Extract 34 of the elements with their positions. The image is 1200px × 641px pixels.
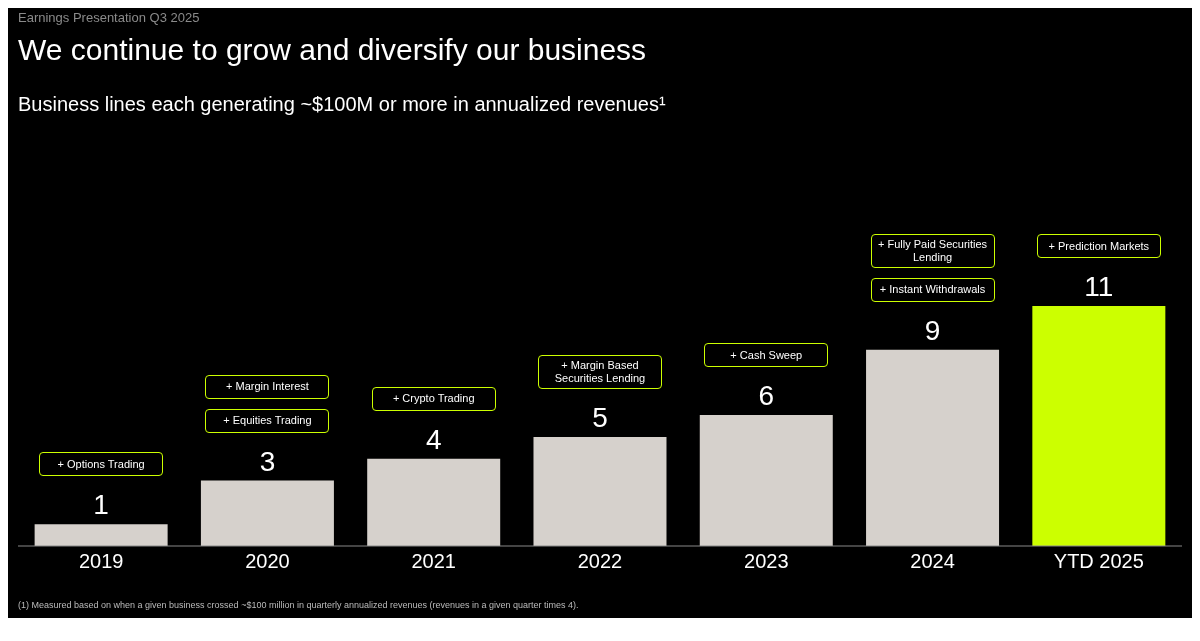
note-box: + Instant Withdrawals [870,277,995,302]
x-tick-label: 2023 [744,550,789,573]
note-box: + Options Trading [39,452,164,477]
x-tick-label: 2022 [577,550,623,573]
note-box: + Cash Sweep [704,343,829,368]
bar [200,480,334,546]
data-label: 11 [1084,271,1114,302]
text: (1) Measured based on when a given business crossed ~$100 million in quarterly annualized revenues (revenues in a given quarter times 4). [17,599,580,610]
bar [1032,306,1166,546]
chart-title: We continue to grow and diversify our business [17,32,648,67]
note-box: + Equities Trading [205,408,330,433]
data-label: 6 [758,380,775,412]
bar [34,524,168,546]
data-label: 1 [93,489,109,521]
note-box: + Margin Interest [205,374,330,399]
bar [699,415,833,546]
bar [367,458,501,546]
x-tick-label: YTD 2025 [1053,550,1144,573]
note-box: + Prediction Markets [1036,234,1161,258]
bar [533,436,667,546]
note-box: + Margin Based Securities Lending [538,354,662,389]
data-label: 3 [259,445,276,477]
bar [866,349,1000,546]
x-tick-label: 2024 [910,550,955,573]
x-tick-label: 2021 [411,550,456,573]
data-label: 4 [425,423,442,455]
x-tick-label: 2019 [78,550,124,573]
note-box: + Crypto Trading [371,386,496,411]
note-box: + Fully Paid Securities Lending [870,233,995,268]
data-label: 9 [924,314,941,346]
chart-subtitle: Business lines each generating ~$100M or more in annualized revenues¹ [17,92,667,116]
text: Earnings Presentation Q3 2025 [17,9,201,27]
x-tick-label: 2020 [245,550,290,573]
data-label: 5 [592,401,608,433]
